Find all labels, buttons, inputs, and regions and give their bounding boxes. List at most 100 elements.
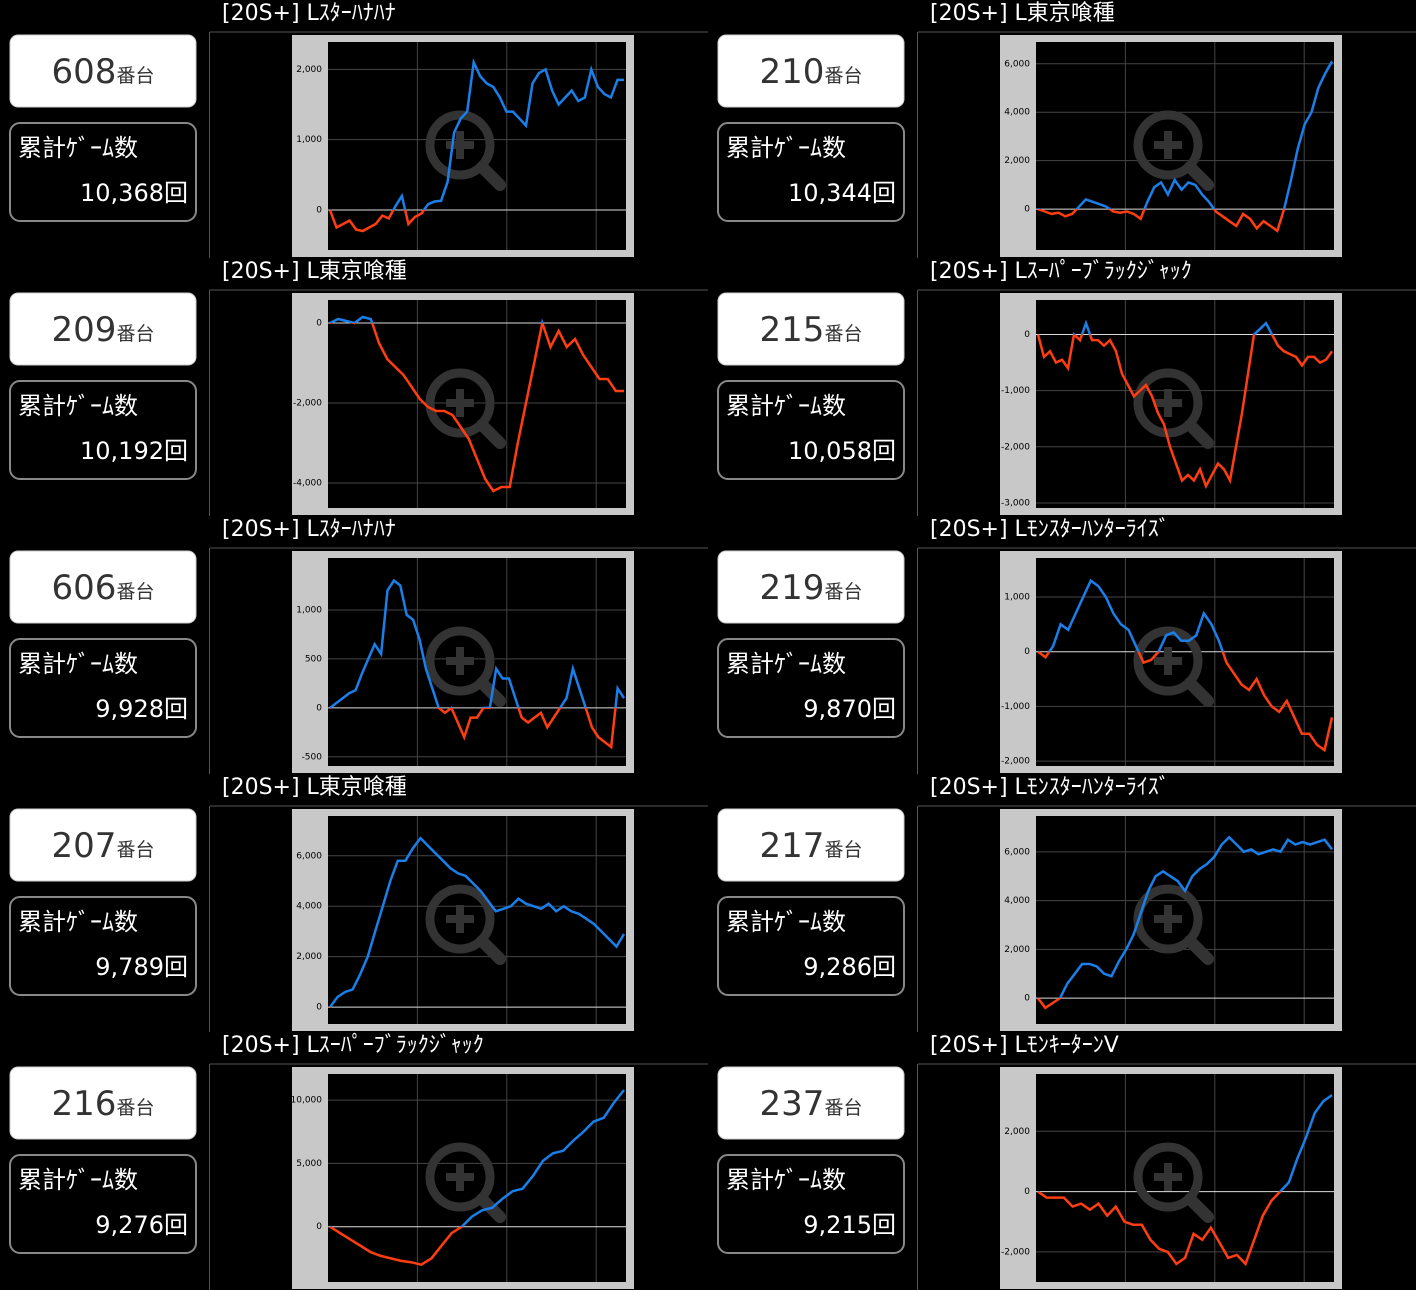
zoom-watermark xyxy=(476,419,506,449)
games-label: 累計ｹﾞｰﾑ数 xyxy=(18,650,138,678)
machine-box xyxy=(9,1066,197,1140)
zoom-watermark xyxy=(425,368,495,438)
y-tick-label: 0 xyxy=(1024,330,1030,340)
machine-number-unit: 番台 xyxy=(116,323,154,345)
games-label: 累計ｹﾞｰﾑ数 xyxy=(18,908,138,936)
machine-title: [20S+] Lｽｰﾊﾟｰﾌﾞﾗｯｸｼﾞｬｯｸ xyxy=(222,1033,484,1058)
y-tick-label: 0 xyxy=(316,703,322,713)
games-count: 10,368回 xyxy=(80,179,188,207)
games-label: 累計ｹﾞｰﾑ数 xyxy=(18,392,138,420)
zoom-watermark xyxy=(1184,1193,1214,1223)
machine-number-unit: 番台 xyxy=(824,839,862,861)
games-box xyxy=(9,896,197,996)
zoom-watermark xyxy=(1184,161,1214,191)
machine-title: [20S+] Lﾓﾝｽﾀｰﾊﾝﾀｰﾗｲｽﾞ xyxy=(930,517,1170,542)
zoom-watermark xyxy=(1154,1163,1182,1191)
plot-area xyxy=(1036,42,1334,250)
games-box xyxy=(9,638,197,738)
games-count: 9,870回 xyxy=(803,695,896,723)
games-label: 累計ｹﾞｰﾑ数 xyxy=(726,908,846,936)
machine-number-unit: 番台 xyxy=(824,323,862,345)
games-count: 9,276回 xyxy=(95,1211,188,1239)
games-box xyxy=(717,638,905,738)
machine-number-value: 237 xyxy=(760,1084,825,1124)
zoom-watermark xyxy=(425,110,495,180)
zoom-watermark xyxy=(446,389,474,417)
machine-box xyxy=(717,292,905,366)
machine-number: 217番台 xyxy=(760,826,863,866)
machine-number-unit: 番台 xyxy=(824,581,862,603)
zoom-watermark xyxy=(446,1163,474,1191)
machine-title: [20S+] L東京喰種 xyxy=(222,259,407,284)
y-tick-label: -1,000 xyxy=(1001,702,1030,712)
series-line-positive xyxy=(329,58,624,210)
games-label: 累計ｹﾞｰﾑ数 xyxy=(726,134,846,162)
y-tick-label: 0 xyxy=(1024,647,1030,657)
machine-number-unit: 番台 xyxy=(824,1097,862,1119)
machine-box xyxy=(717,34,905,108)
plot-area xyxy=(328,300,626,508)
games-box xyxy=(717,896,905,996)
series-line-positive xyxy=(1038,835,1333,999)
machine-number: 216番台 xyxy=(52,1084,155,1124)
zoom-watermark xyxy=(1154,389,1182,417)
y-tick-label: -2,000 xyxy=(1001,757,1030,767)
zoom-watermark xyxy=(1133,110,1203,180)
machine-number-value: 217 xyxy=(760,826,825,866)
zoom-watermark xyxy=(446,905,474,933)
plot-area xyxy=(328,42,626,250)
series-line-positive xyxy=(1038,578,1225,652)
games-box xyxy=(717,1154,905,1254)
plot-area xyxy=(328,558,626,766)
machine-number: 608番台 xyxy=(52,52,155,92)
machine-number: 219番台 xyxy=(760,568,863,608)
zoom-watermark xyxy=(476,935,506,965)
y-tick-label: 0 xyxy=(316,1222,322,1232)
y-tick-label: 0 xyxy=(316,1003,322,1013)
machine-number-unit: 番台 xyxy=(116,1097,154,1119)
y-tick-label: 4,000 xyxy=(1004,896,1030,906)
y-tick-label: 4,000 xyxy=(1004,108,1030,118)
series-line-negative xyxy=(1037,209,1286,233)
machine-number-unit: 番台 xyxy=(116,839,154,861)
machine-number-value: 210 xyxy=(760,52,825,92)
plot-area xyxy=(1036,1074,1334,1282)
machine-box xyxy=(9,808,197,882)
games-label: 累計ｹﾞｰﾑ数 xyxy=(726,392,846,420)
games-count: 9,928回 xyxy=(95,695,188,723)
zoom-watermark xyxy=(1154,131,1182,159)
machine-number: 207番台 xyxy=(52,826,155,866)
y-tick-label: 1,000 xyxy=(1004,592,1030,602)
zoom-watermark xyxy=(1154,905,1182,933)
y-tick-label: 1,000 xyxy=(296,135,322,145)
series-line-positive xyxy=(329,578,626,708)
zoom-watermark xyxy=(476,161,506,191)
series-line-negative xyxy=(1036,334,1334,490)
machine-number: 237番台 xyxy=(760,1084,863,1124)
machine-box xyxy=(9,550,197,624)
y-tick-label: -2,000 xyxy=(1001,1247,1030,1257)
games-label: 累計ｹﾞｰﾑ数 xyxy=(726,650,846,678)
machine-number-value: 219 xyxy=(760,568,825,608)
games-count: 10,344回 xyxy=(788,179,896,207)
series-line-positive xyxy=(1038,60,1334,210)
games-box xyxy=(9,380,197,480)
zoom-watermark xyxy=(425,884,495,954)
y-tick-label: -2,000 xyxy=(293,399,322,409)
machine-box xyxy=(717,550,905,624)
series-line-positive xyxy=(1038,1094,1333,1192)
y-tick-label: 2,000 xyxy=(1004,945,1030,955)
machine-number-value: 606 xyxy=(52,568,117,608)
zoom-watermark xyxy=(1184,419,1214,449)
zoom-watermark xyxy=(1184,935,1214,965)
y-tick-label: 2,000 xyxy=(1004,1127,1030,1137)
series-line-negative xyxy=(328,209,426,233)
y-tick-label: -3,000 xyxy=(1001,498,1030,508)
y-tick-label: -2,000 xyxy=(1001,442,1030,452)
series-line-negative xyxy=(1037,651,1334,753)
